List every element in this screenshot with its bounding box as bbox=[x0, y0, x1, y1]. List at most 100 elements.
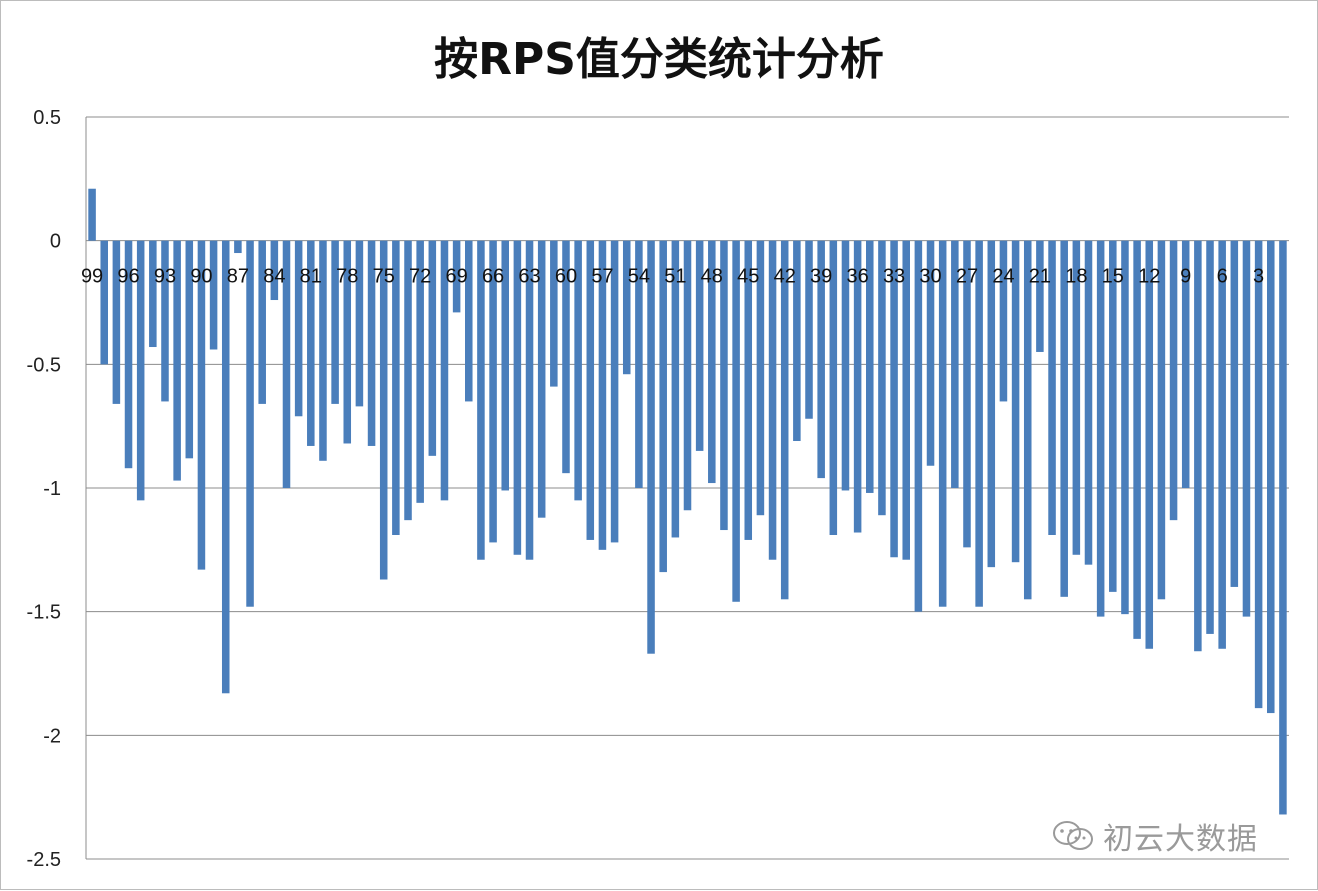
bar bbox=[1048, 240, 1056, 535]
bar bbox=[1181, 240, 1190, 488]
bar bbox=[537, 240, 546, 518]
bar bbox=[841, 240, 850, 491]
bar bbox=[708, 240, 716, 484]
chart-title: 按RPS值分类统计分析 bbox=[434, 34, 884, 85]
x-tick-label: 93 bbox=[154, 266, 176, 288]
bar bbox=[1023, 240, 1032, 600]
bar bbox=[149, 240, 157, 348]
bar bbox=[392, 240, 400, 535]
bar-series bbox=[88, 188, 1287, 815]
bar bbox=[635, 240, 643, 488]
x-tick-label: 21 bbox=[1029, 266, 1051, 288]
bar bbox=[331, 240, 339, 404]
wechat-icon bbox=[1053, 821, 1093, 850]
x-tick-label: 42 bbox=[774, 266, 796, 288]
bar bbox=[562, 240, 570, 474]
bar bbox=[136, 240, 145, 501]
x-tick-label: 48 bbox=[701, 266, 723, 288]
x-tick-label: 3 bbox=[1253, 266, 1264, 288]
bar bbox=[756, 240, 765, 516]
x-tick-label: 66 bbox=[482, 266, 504, 288]
bar bbox=[695, 240, 704, 451]
x-tick-label: 27 bbox=[956, 266, 978, 288]
bar bbox=[1169, 240, 1178, 521]
x-tick-label: 81 bbox=[300, 266, 322, 288]
bar bbox=[768, 240, 777, 560]
bar bbox=[866, 240, 874, 493]
bar bbox=[258, 240, 266, 404]
bar bbox=[112, 240, 121, 404]
bar bbox=[428, 240, 437, 456]
y-tick-label: -1 bbox=[43, 478, 61, 500]
bar bbox=[1230, 240, 1239, 587]
bar bbox=[343, 240, 352, 444]
bar bbox=[938, 240, 947, 607]
bar bbox=[367, 240, 376, 446]
bar bbox=[209, 240, 218, 350]
bar bbox=[951, 240, 959, 488]
x-tick-label: 30 bbox=[919, 266, 941, 288]
x-tick-label: 63 bbox=[518, 266, 540, 288]
bar bbox=[404, 240, 412, 521]
bar bbox=[987, 240, 996, 568]
bar bbox=[355, 240, 364, 407]
x-tick-label: 33 bbox=[883, 266, 905, 288]
bar bbox=[744, 240, 753, 540]
bar bbox=[185, 240, 194, 459]
bar bbox=[902, 240, 910, 560]
bar bbox=[647, 240, 655, 654]
x-tick-label: 96 bbox=[117, 266, 139, 288]
bar bbox=[1206, 240, 1214, 634]
bar bbox=[878, 240, 886, 516]
y-tick-label: -2 bbox=[43, 725, 61, 747]
x-tick-label: 18 bbox=[1065, 266, 1087, 288]
bar bbox=[805, 240, 813, 419]
bar bbox=[890, 240, 898, 558]
x-tick-label: 87 bbox=[227, 266, 249, 288]
bar bbox=[926, 240, 935, 466]
bar bbox=[1242, 240, 1251, 617]
bar bbox=[1121, 240, 1129, 615]
bar bbox=[100, 240, 108, 365]
x-tick-labels: 99 96 93 90 87 84 81 78 75 72 69 66 63 60 57 54 51 48 45 42… bbox=[81, 266, 1264, 288]
bar bbox=[1084, 240, 1093, 565]
bar bbox=[1279, 240, 1287, 815]
bar bbox=[525, 240, 534, 560]
x-tick-label: 72 bbox=[409, 266, 431, 288]
x-tick-label: 51 bbox=[664, 266, 686, 288]
bar bbox=[732, 240, 740, 602]
x-tick-label: 75 bbox=[373, 266, 395, 288]
x-tick-label: 84 bbox=[263, 266, 285, 288]
bar bbox=[1096, 240, 1105, 617]
bar bbox=[1218, 240, 1226, 649]
bar bbox=[282, 240, 291, 488]
bar bbox=[829, 240, 838, 535]
bar bbox=[683, 240, 692, 511]
x-tick-label: 12 bbox=[1138, 266, 1160, 288]
bar bbox=[574, 240, 582, 501]
x-tick-label: 24 bbox=[992, 266, 1014, 288]
bar bbox=[440, 240, 449, 501]
x-tick-label: 78 bbox=[336, 266, 358, 288]
bar bbox=[720, 240, 728, 531]
x-tick-label: 39 bbox=[810, 266, 832, 288]
bar bbox=[307, 240, 315, 446]
y-tick-label: 0 bbox=[50, 231, 61, 253]
bar bbox=[1194, 240, 1202, 652]
bar bbox=[452, 240, 461, 313]
x-tick-label: 60 bbox=[555, 266, 577, 288]
x-tick-label: 6 bbox=[1217, 266, 1228, 288]
x-tick-label: 36 bbox=[846, 266, 868, 288]
bar bbox=[975, 240, 983, 607]
bar bbox=[963, 240, 971, 548]
bar bbox=[161, 240, 169, 402]
bar bbox=[221, 240, 230, 694]
bar bbox=[1267, 240, 1275, 714]
bar bbox=[914, 240, 923, 612]
bar bbox=[671, 240, 680, 538]
bar bbox=[501, 240, 509, 491]
bar bbox=[659, 240, 667, 573]
bar bbox=[489, 240, 497, 543]
bar bbox=[234, 240, 242, 254]
bar bbox=[1254, 240, 1263, 709]
